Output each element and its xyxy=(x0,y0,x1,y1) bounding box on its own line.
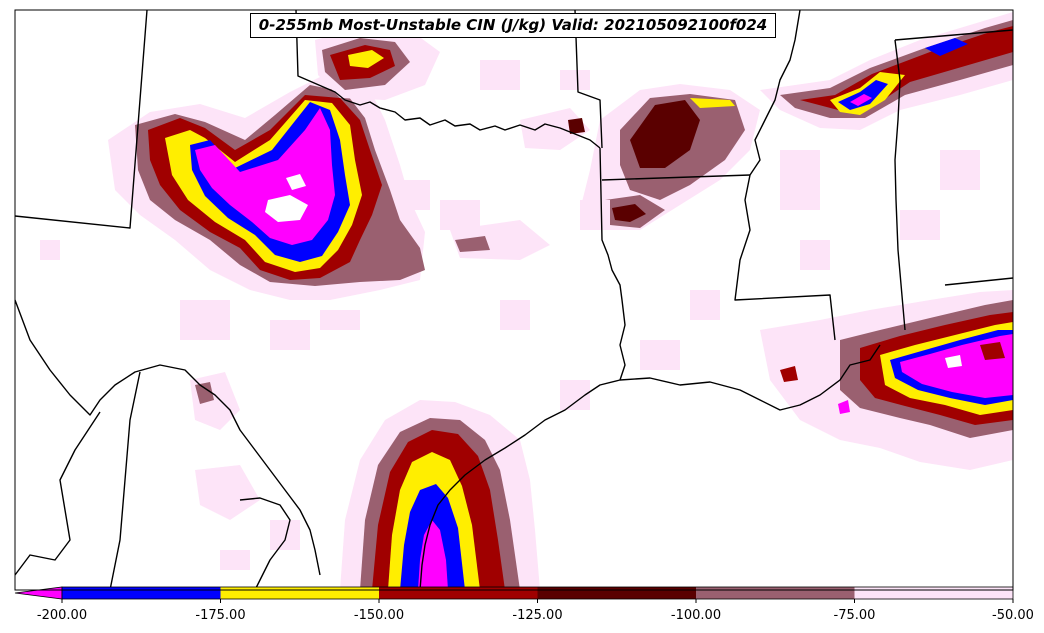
colorbar-segment xyxy=(379,587,538,599)
colorbar-segment xyxy=(696,587,855,599)
colorbar-tick-label: -75.00 xyxy=(833,608,876,623)
cin-region-northeast xyxy=(760,12,1013,130)
colorbar-tick-label: -50.00 xyxy=(992,608,1034,623)
state-borders xyxy=(14,9,1014,381)
colorbar-tick-label: -125.00 xyxy=(512,608,563,623)
colorbar-segment xyxy=(854,587,1013,599)
colorbar-tick-label: -150.00 xyxy=(353,608,405,623)
colorbar-segment xyxy=(62,587,221,599)
cin-region-gulf-east xyxy=(760,290,1013,470)
colorbar-tick-label: -200.00 xyxy=(36,608,88,623)
colorbar-tick-label: -100.00 xyxy=(670,608,722,623)
map-title: 0-255mb Most-Unstable CIN (J/kg) Valid: … xyxy=(250,13,776,38)
cin-speckles xyxy=(40,60,980,570)
colorbar-tick-label: -175.00 xyxy=(195,608,246,623)
colorbar-segment xyxy=(220,587,379,599)
cin-region-south-texas xyxy=(190,372,540,590)
cin-region-oklahoma-arkansas xyxy=(450,84,760,260)
colorbar-segment xyxy=(537,587,696,599)
map-frame xyxy=(14,9,1014,591)
cin-contours xyxy=(40,12,1013,590)
cin-region-northwest-texas xyxy=(108,72,425,300)
coastline xyxy=(14,299,881,591)
